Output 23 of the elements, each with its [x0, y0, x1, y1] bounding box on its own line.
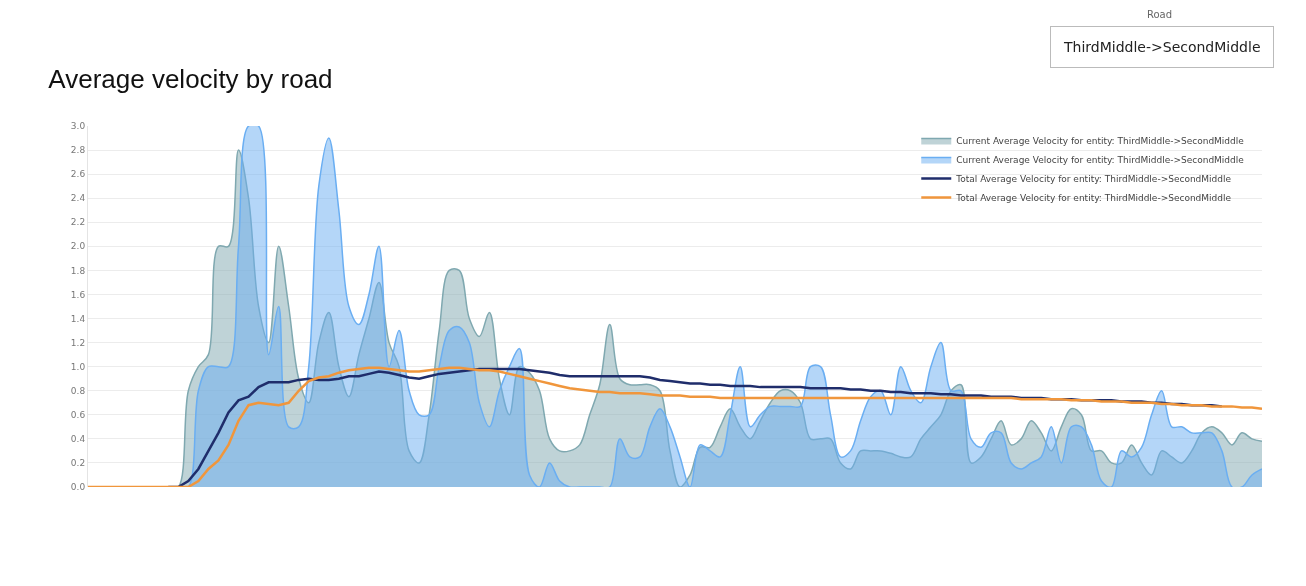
y-tick-label: 2.6	[70, 169, 86, 180]
legend-label: Total Average Velocity for entity: ThirdMiddle->SecondMiddle	[955, 193, 1232, 204]
y-tick-label: 1.6	[70, 289, 86, 300]
text: ThirdMiddle->SecondMiddle	[1063, 39, 1261, 55]
y-tick-label: 2.0	[70, 241, 86, 252]
y-tick-label: 0.2	[70, 458, 86, 469]
y-tick-label: 0.8	[70, 385, 86, 396]
text: Road	[1147, 9, 1173, 20]
y-tick-label: 0.0	[70, 482, 86, 493]
legend-label: Total Average Velocity for entity: ThirdMiddle->SecondMiddle	[955, 174, 1232, 185]
y-tick-label: 1.4	[70, 313, 86, 324]
y-tick-label: 2.2	[70, 217, 86, 228]
legend-label: Current Average Velocity for entity: ThirdMiddle->SecondMiddle	[956, 155, 1245, 166]
y-tick-label: 0.6	[70, 409, 86, 420]
y-tick-label: 1.2	[70, 337, 86, 348]
legend-label: Current Average Velocity for entity: ThirdMiddle->SecondMiddle	[956, 136, 1245, 147]
y-tick-label: 3.0	[70, 121, 86, 132]
chart-title: Average velocity by road	[48, 64, 333, 95]
y-tick-label: 1.8	[70, 265, 86, 276]
y-tick-label: 1.0	[70, 361, 86, 372]
y-tick-label: 2.4	[70, 193, 86, 204]
y-tick-label: 2.8	[70, 145, 86, 156]
y-tick-label: 0.4	[70, 434, 86, 445]
